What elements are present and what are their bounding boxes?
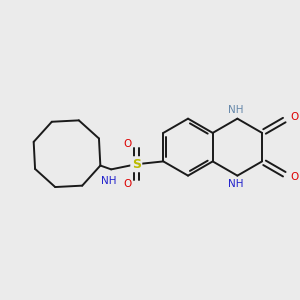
Text: NH: NH xyxy=(100,176,116,186)
Text: O: O xyxy=(123,179,131,189)
Text: O: O xyxy=(290,112,298,122)
Text: O: O xyxy=(123,139,131,149)
Text: NH: NH xyxy=(228,179,244,189)
Text: S: S xyxy=(132,158,141,171)
Text: NH: NH xyxy=(228,105,244,115)
Text: O: O xyxy=(290,172,298,182)
